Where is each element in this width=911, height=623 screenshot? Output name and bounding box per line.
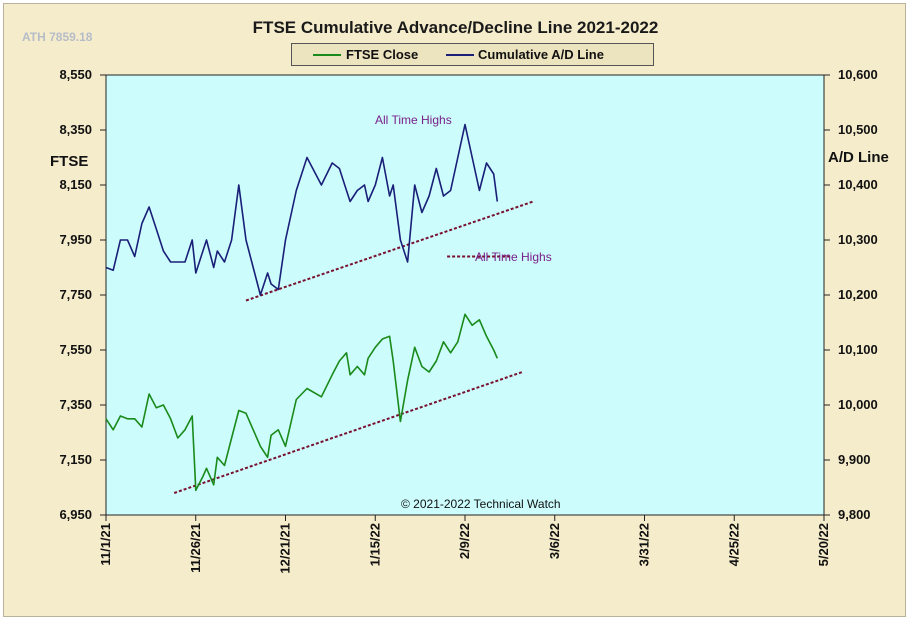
y-left-tick-label: 7,550 [59,342,92,357]
x-tick-label: 2/9/22 [457,523,472,559]
y-left-tick-label: 7,750 [59,287,92,302]
y-left-tick-label: 8,550 [59,67,92,82]
annotation-all-time-highs-2: All Time Highs [475,250,552,264]
y-right-tick-label: 10,500 [838,122,878,137]
y-left-tick-label: 7,150 [59,452,92,467]
y-left-tick-label: 7,950 [59,232,92,247]
y-left-tick-label: 8,350 [59,122,92,137]
annotation-all-time-highs-1: All Time Highs [375,113,452,127]
series-line-cumulative-ad [105,123,499,296]
trendline-1 [245,200,534,302]
chart-title: FTSE Cumulative Advance/Decline Line 202… [252,18,659,37]
plot-area [105,74,825,516]
trendline-layer [173,200,534,494]
series-line-ftse-close [105,313,499,492]
copyright-note: © 2021-2022 Technical Watch [401,497,561,511]
y-axis-right-label: A/D Line [828,149,889,166]
legend-label-ftse: FTSE Close [346,47,419,62]
x-tick-label: 3/6/22 [547,523,562,559]
y-right-tick-label: 9,800 [838,507,871,522]
x-tick-label: 3/31/22 [637,523,652,566]
x-tick-label: 11/26/21 [188,523,203,573]
y-right-tick-label: 10,100 [838,342,878,357]
y-right-tick-label: 10,000 [838,397,878,412]
y-right-tick-label: 9,900 [838,452,871,467]
ath-label: ATH 7859.18 [22,30,93,44]
y-left-tick-label: 7,350 [59,397,92,412]
series-layer [105,123,499,492]
x-tick-label: 12/21/21 [278,523,293,574]
y-right-tick-label: 10,200 [838,287,878,302]
y-axis-left-label: FTSE [50,153,89,170]
x-tick-label: 4/25/22 [726,523,741,566]
axis-layer: 11/1/21 11/26/21 12/21/21 1/15/22 2/9/22 3/6/… [98,74,831,574]
y-right-tick-label: 10,600 [838,67,878,82]
y-right-tick-label: 10,300 [838,232,878,247]
legend-label-ad-line: Cumulative A/D Line [478,47,604,62]
legend: FTSE Close Cumulative A/D Line [291,43,654,66]
y-left-tick-label: 6,950 [59,507,92,522]
x-tick-label: 1/15/22 [367,523,382,566]
trendline-2 [173,371,523,494]
legend-swatch-ftse [313,54,341,56]
x-tick-label: 11/1/21 [98,523,113,566]
x-tick-label: 5/20/22 [816,523,831,566]
y-right-tick-label: 10,400 [838,177,878,192]
y-left-tick-label: 8,150 [59,177,92,192]
legend-swatch-ad-line [446,54,474,56]
